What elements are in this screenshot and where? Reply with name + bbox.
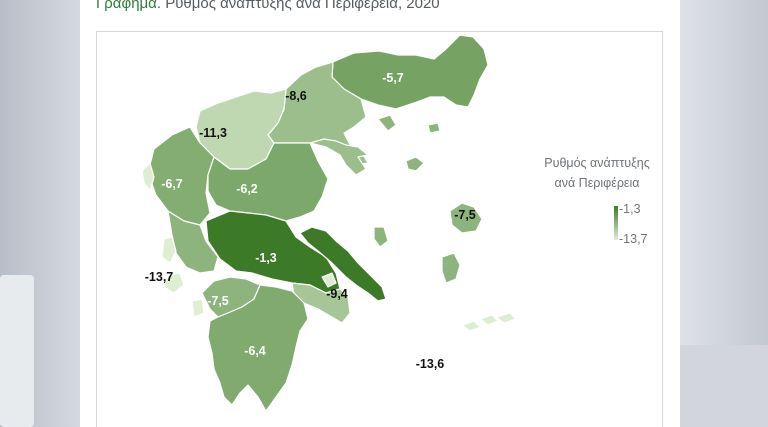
label-central-macedonia: -8,6	[285, 89, 307, 103]
label-epirus: -6,7	[161, 177, 183, 191]
label-north-aegean: -7,5	[454, 208, 476, 222]
label-south-aegean: -13,6	[416, 357, 445, 371]
legend-title-line2: ανά Περιφέρεια	[554, 176, 640, 190]
legend-min-label: -13,7	[619, 232, 648, 246]
region-east-macedonia-thrace[interactable]	[331, 34, 489, 110]
region-north-aegean[interactable]	[373, 114, 483, 284]
label-thessaly: -6,2	[236, 182, 258, 196]
region-ionian-corfu[interactable]	[141, 162, 155, 192]
legend-max-label: -1,3	[619, 202, 641, 216]
greece-choropleth-map: -5,7 -8,6 -11,3 -6,7 -6,2 -1,3 -7,5 -13,…	[141, 34, 517, 412]
region-peloponnese[interactable]	[207, 284, 309, 412]
background-panel-right	[680, 345, 768, 427]
label-attica: -9,4	[326, 287, 348, 301]
label-east-macedonia-thrace: -5,7	[382, 71, 404, 85]
chart-title: Γράφημα. Ρυθμός ανάπτυξης ανά Περιφέρεια…	[96, 0, 440, 12]
legend-title: Ρυθμός ανάπτυξης ανά Περιφέρεια	[522, 153, 672, 193]
chart-title-lead: Γράφημα.	[96, 0, 162, 12]
map-frame	[96, 31, 663, 427]
region-chalkidiki[interactable]	[309, 138, 369, 176]
label-ionian-islands: -13,7	[145, 270, 174, 284]
legend-title-line1: Ρυθμός ανάπτυξης	[544, 156, 650, 170]
region-thessaly[interactable]	[207, 142, 329, 222]
label-central-greece: -1,3	[255, 251, 277, 265]
chart-title-text: Ρυθμός ανάπτυξης ανά Περιφέρεια, 2020	[161, 0, 440, 12]
region-south-aegean[interactable]	[321, 272, 517, 332]
label-western-greece: -7,5	[207, 294, 229, 308]
legend-color-bar	[614, 206, 618, 240]
region-euboea[interactable]	[299, 226, 387, 302]
label-west-macedonia: -11,3	[199, 126, 227, 140]
region-epirus[interactable]	[147, 126, 215, 226]
background-panel-left	[0, 275, 34, 427]
region-ionian-south[interactable]	[161, 236, 205, 318]
label-peloponnese: -6,4	[244, 344, 266, 358]
